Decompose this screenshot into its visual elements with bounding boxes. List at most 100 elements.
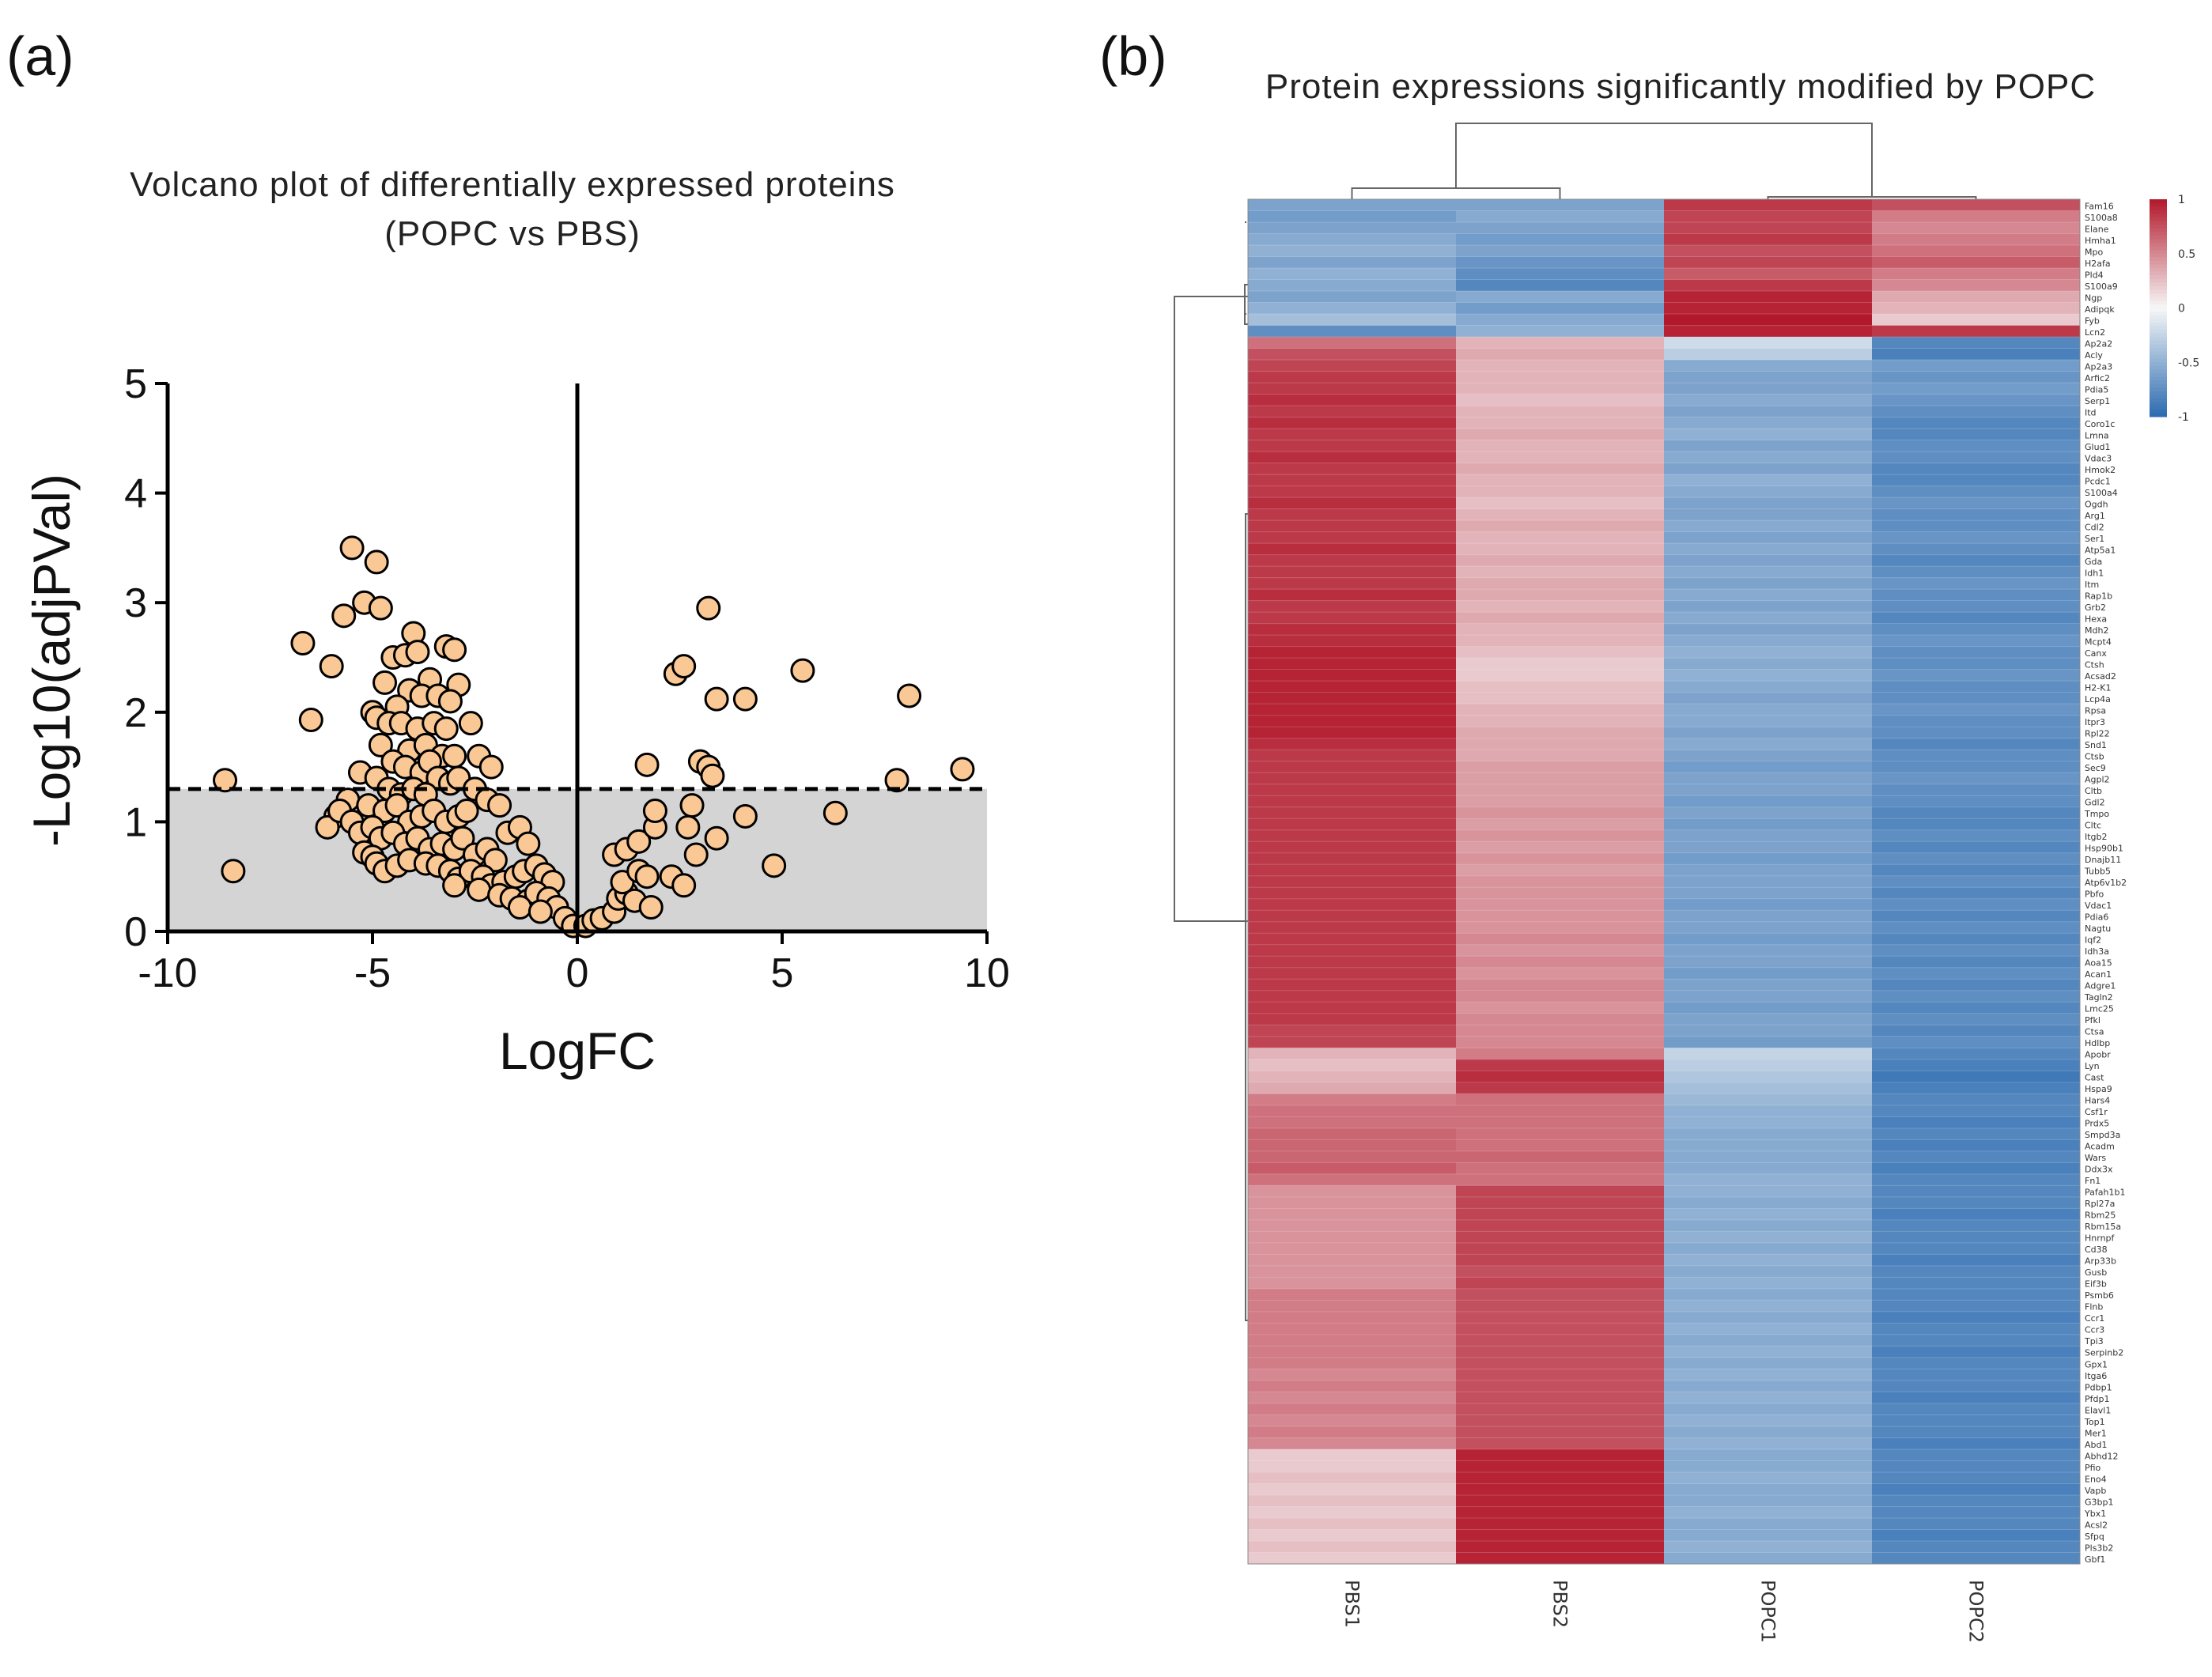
color-scale-segment (2150, 326, 2167, 330)
row-label: Ccr3 (2085, 1325, 2104, 1335)
heatmap-cell (1456, 1346, 1665, 1358)
heatmap-cell (1664, 1242, 1873, 1255)
heatmap-cell (1248, 1448, 1457, 1461)
heatmap-cell (1456, 589, 1665, 601)
heatmap-cell (1872, 829, 2081, 842)
color-scale-segment (2150, 383, 2167, 388)
heatmap-cell (1248, 772, 1457, 785)
color-scale-segment (2150, 202, 2167, 207)
heatmap-cell (1664, 1150, 1873, 1163)
x-tick-label: -5 (354, 950, 391, 996)
heatmap-cell (1872, 646, 2081, 659)
heatmap-cell (1456, 852, 1665, 865)
row-labels: Fam16S100a8ElaneHmha1MpoH2afaPld4S100a9N… (2084, 201, 2127, 1564)
heatmap-cell (1872, 1036, 2081, 1048)
color-scale-tick: 0.5 (2178, 248, 2195, 261)
heatmap-cell (1456, 245, 1665, 257)
row-label: Ngp (2085, 293, 2102, 303)
heatmap-cell (1248, 990, 1457, 1003)
heatmap-cell (1456, 1471, 1665, 1484)
row-label: Snd1 (2085, 740, 2107, 750)
heatmap-cell (1664, 727, 1873, 738)
heatmap-cell (1664, 268, 1873, 280)
heatmap-cell (1872, 704, 2081, 716)
heatmap-cell (1664, 543, 1873, 555)
heatmap-cell (1248, 1540, 1457, 1553)
column-label: PBS2 (1549, 1580, 1571, 1628)
color-scale-segment (2150, 264, 2167, 269)
panel-b-label: (b) (1099, 25, 1167, 87)
heatmap-cell (1872, 681, 2081, 693)
heatmap-cell (1456, 1139, 1665, 1152)
heatmap-cells (1247, 198, 2081, 1565)
heatmap-cell (1248, 944, 1457, 957)
heatmap-cell (1872, 921, 2081, 934)
heatmap-cell (1872, 1071, 2081, 1083)
heatmap-cell (1664, 1334, 1873, 1347)
row-label: Gdl2 (2085, 798, 2105, 808)
heatmap-cell (1872, 1506, 2081, 1519)
heatmap-cell (1248, 474, 1457, 486)
heatmap-cell (1248, 875, 1457, 888)
heatmap-cell (1872, 1002, 2081, 1014)
heatmap-cell (1872, 715, 2081, 727)
heatmap-cell (1664, 1093, 1873, 1106)
data-point (516, 831, 541, 856)
row-label: Rbm15a (2085, 1222, 2121, 1232)
color-scale-segment (2150, 409, 2167, 414)
data-point (671, 873, 697, 898)
heatmap-cell (1248, 485, 1457, 498)
heatmap-cell (1872, 451, 2081, 463)
row-label: H2-K1 (2085, 683, 2111, 693)
data-point (704, 825, 729, 851)
color-scale-segment (2150, 395, 2167, 399)
data-point (671, 654, 697, 679)
data-point (478, 754, 504, 780)
heatmap-cell (1456, 314, 1665, 326)
heatmap-cell (1456, 658, 1665, 670)
heatmap-cell (1664, 1231, 1873, 1244)
heatmap-cell (1456, 279, 1665, 292)
color-scale-segment (2150, 199, 2167, 204)
heatmap-cell (1456, 1254, 1665, 1267)
data-point (384, 793, 410, 818)
heatmap-cell (1872, 348, 2081, 361)
heatmap-cell (1456, 268, 1665, 280)
heatmap-cell (1248, 291, 1457, 303)
heatmap-cell (1248, 887, 1457, 900)
heatmap-cell (1872, 1529, 2081, 1542)
row-label: Atp6v1b2 (2085, 878, 2127, 888)
heatmap-cell (1872, 772, 2081, 785)
heatmap-cell (1248, 1426, 1457, 1438)
heatmap-cell (1664, 1127, 1873, 1140)
heatmap-cell (1664, 761, 1873, 773)
heatmap-cell (1248, 1127, 1457, 1140)
row-label: Fyb (2085, 315, 2100, 326)
color-scale-segment (2150, 365, 2167, 370)
heatmap-cell (1872, 1392, 2081, 1404)
heatmap-cell (1872, 600, 2081, 613)
heatmap-cell (1664, 1288, 1873, 1301)
heatmap-cell (1872, 1517, 2081, 1530)
heatmap-cell (1456, 1414, 1665, 1427)
heatmap-cell (1456, 1231, 1665, 1244)
heatmap-cell (1248, 1277, 1457, 1290)
heatmap-cell (1456, 1426, 1665, 1438)
column-label: POPC2 (1965, 1580, 1987, 1643)
color-scale-segment (2150, 402, 2167, 406)
color-scale-tick: -0.5 (2178, 357, 2199, 369)
color-scale-segment (2150, 278, 2167, 283)
heatmap-cell (1248, 1392, 1457, 1404)
data-point (467, 877, 492, 902)
heatmap-cell (1872, 497, 2081, 509)
heatmap-cell (1872, 543, 2081, 555)
heatmap-cell (1664, 1265, 1873, 1278)
heatmap-cell (1872, 371, 2081, 383)
heatmap-cell (1248, 406, 1457, 417)
row-label: Elane (2085, 224, 2109, 234)
heatmap-cell (1248, 531, 1457, 544)
row-label: Itm (2085, 580, 2099, 590)
row-label: Serpinb2 (2085, 1348, 2123, 1358)
data-point (368, 595, 393, 621)
heatmap-cell (1872, 727, 2081, 738)
